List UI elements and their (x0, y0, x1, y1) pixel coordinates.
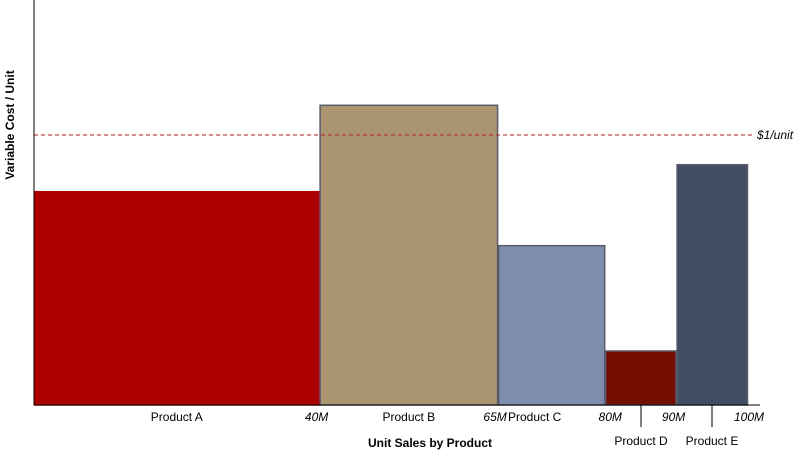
boundary-label: 65M (483, 410, 506, 424)
boundary-label: 90M (662, 410, 685, 424)
x-axis-title: Unit Sales by Product (368, 436, 492, 450)
bar-product-a (33, 190, 320, 406)
bars-layer (33, 104, 749, 406)
bar-product-e (676, 163, 749, 406)
y-axis-title: Variable Cost / Unit (3, 70, 17, 179)
boundary-label: 80M (599, 410, 622, 424)
category-label-product-a: Product A (151, 410, 203, 424)
bar-product-c (497, 244, 606, 406)
labels-layer: Product A Product B Product C Product D Prod… (151, 405, 764, 448)
boundary-label: 100M (734, 410, 764, 424)
bar-product-b (319, 104, 499, 406)
category-label-product-e: Product E (686, 434, 739, 448)
category-label-product-d: Product D (614, 434, 668, 448)
category-label-product-b: Product B (382, 410, 435, 424)
boundary-label: 40M (305, 410, 328, 424)
reference-line-label: $1/unit (756, 128, 794, 142)
category-label-product-c: Product C (508, 410, 562, 424)
bar-product-d (604, 350, 677, 406)
